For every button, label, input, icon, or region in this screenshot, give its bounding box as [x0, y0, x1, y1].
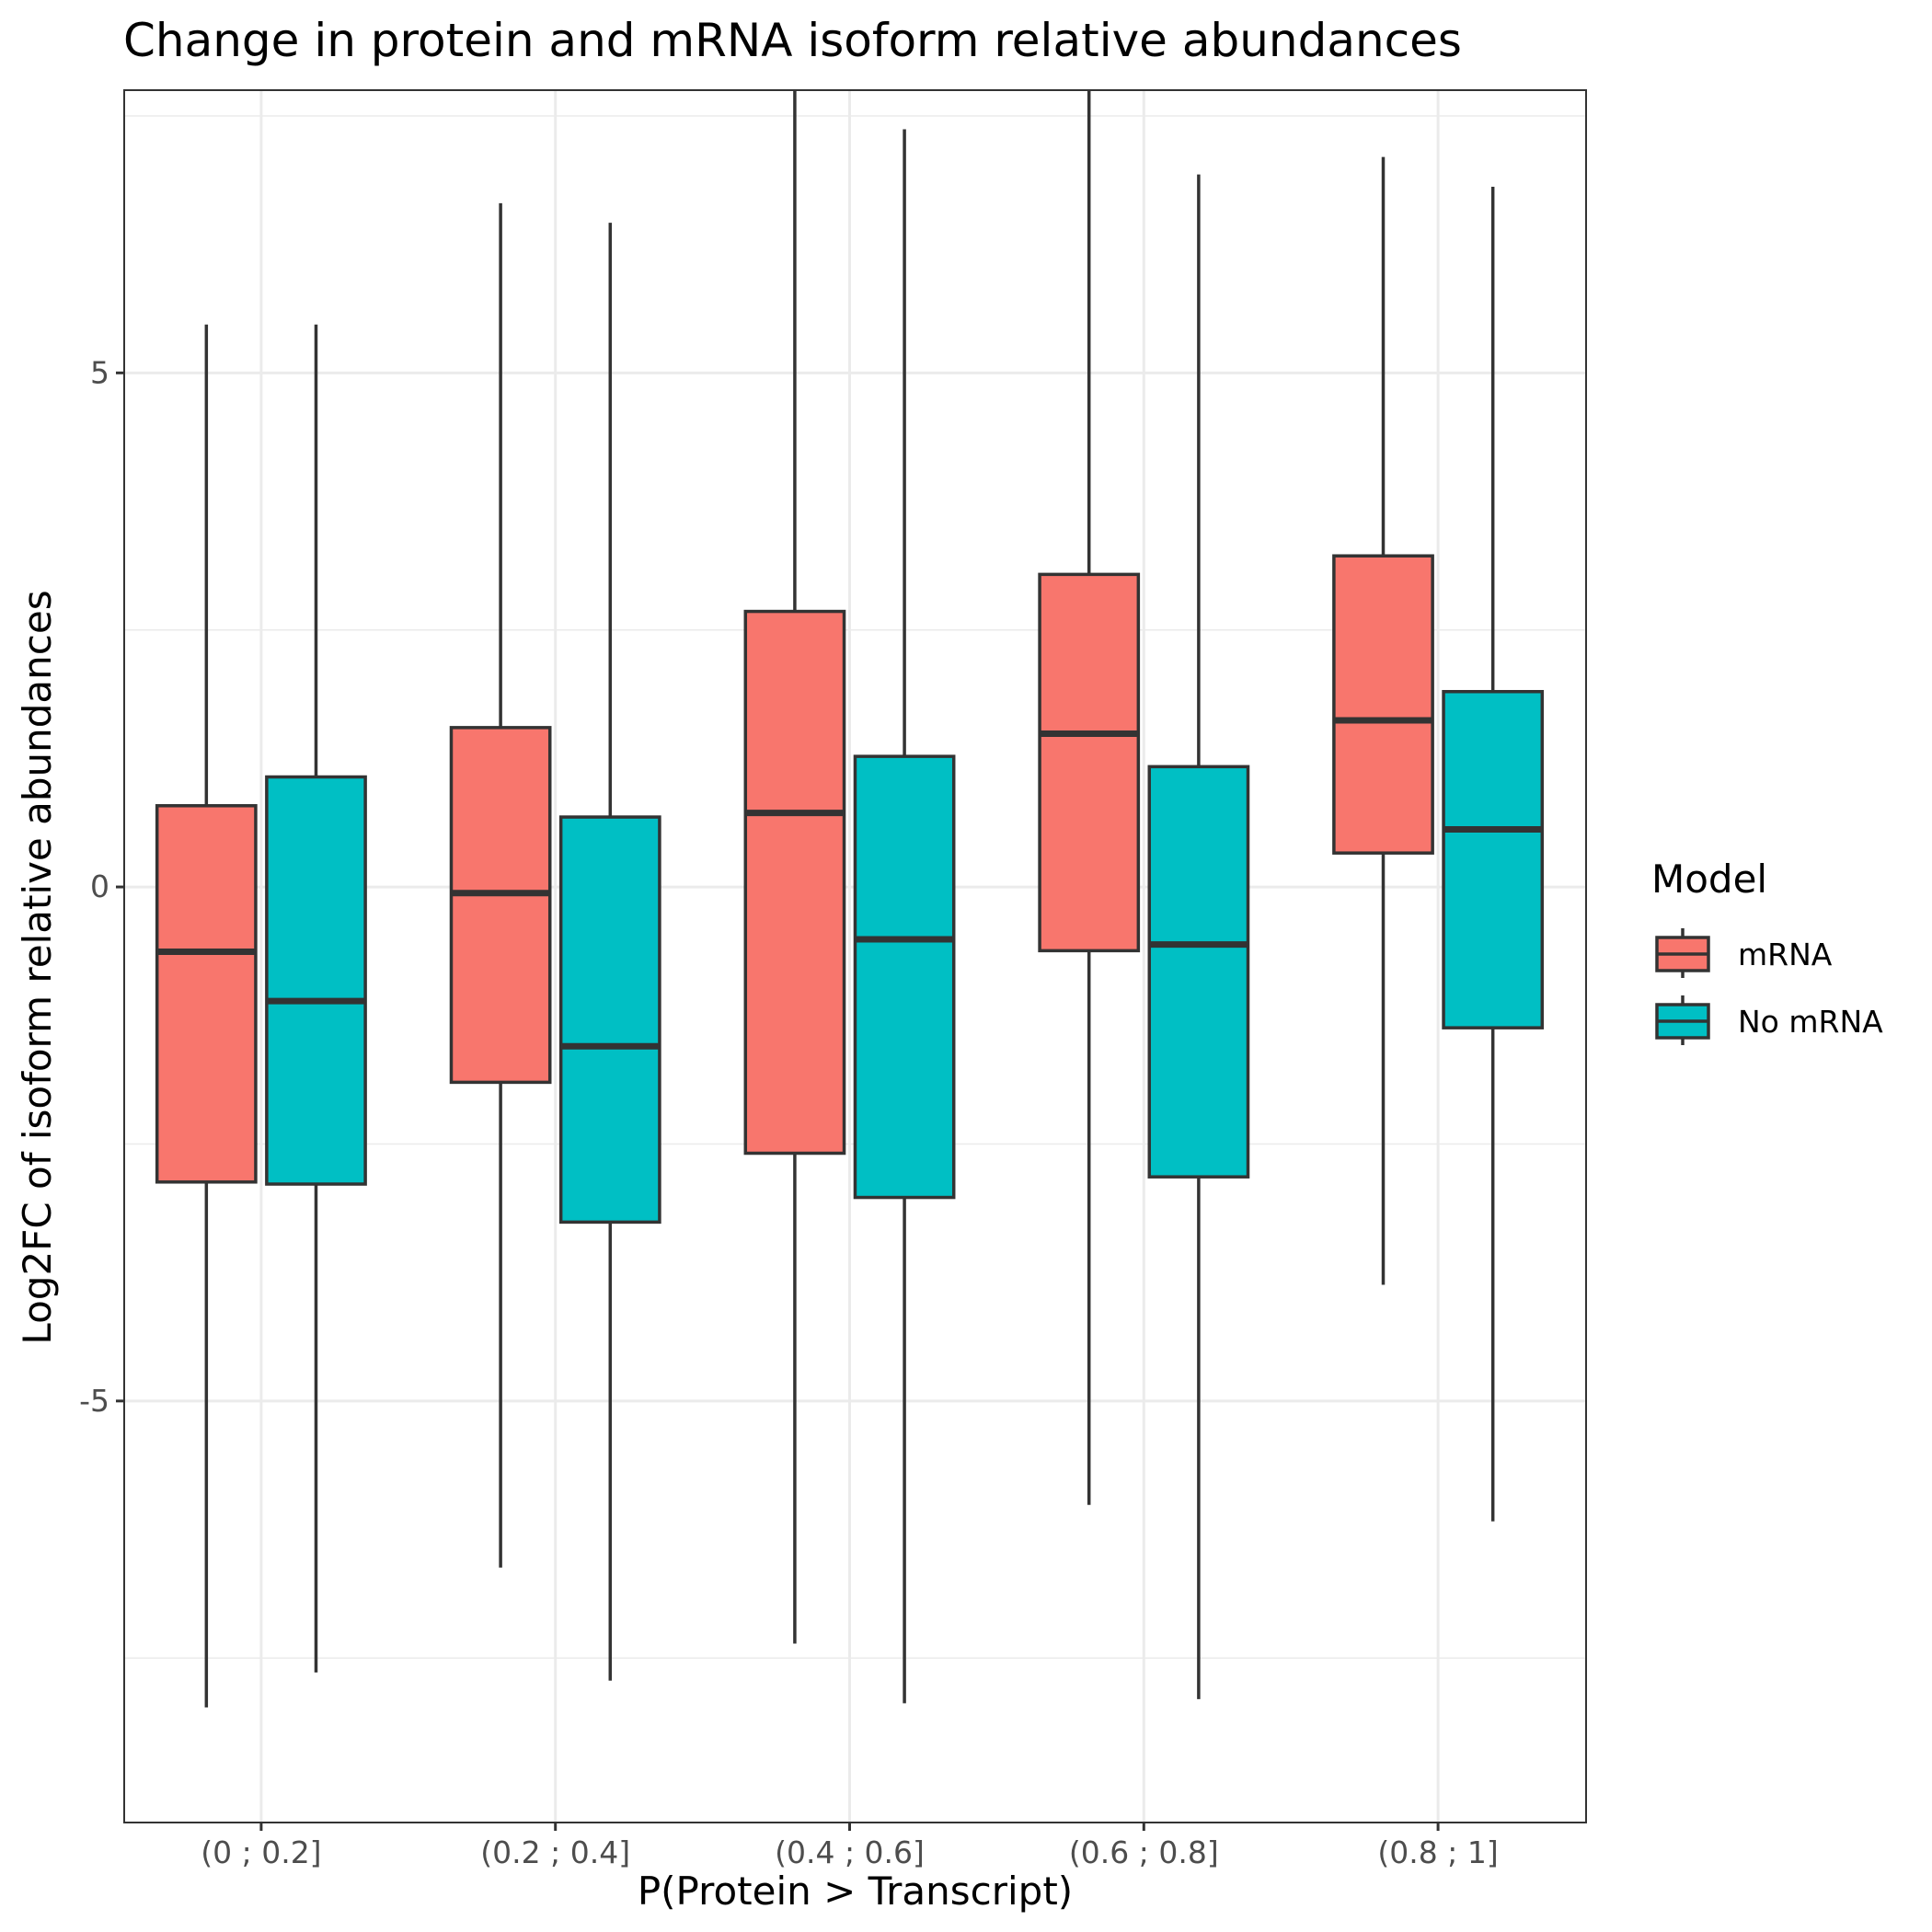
- boxplot-no-mrna: [1147, 174, 1250, 1699]
- legend-label: mRNA: [1738, 937, 1833, 972]
- x-tick-label: (0.6 ; 0.8]: [1069, 1834, 1219, 1870]
- box-layer: [155, 90, 1545, 1708]
- iqr-box: [853, 754, 956, 1200]
- chart-title: Change in protein and mRNA isoform relat…: [123, 14, 1462, 67]
- iqr-box: [265, 775, 367, 1186]
- boxplot-no-mrna: [265, 324, 367, 1673]
- legend-title: Model: [1651, 857, 1767, 902]
- y-tick-label: -5: [79, 1383, 109, 1419]
- iqr-box: [558, 815, 661, 1225]
- x-tick-label: (0.2 ; 0.4]: [480, 1834, 630, 1870]
- boxplot-no-mrna: [558, 223, 661, 1681]
- y-tick-label: 5: [90, 354, 109, 390]
- x-tick-label: (0 ; 0.2]: [201, 1834, 321, 1870]
- boxplot-mrna: [155, 324, 258, 1708]
- boxplot-mrna: [743, 90, 846, 1644]
- panel-border: [123, 89, 1587, 1823]
- boxplot-no-mrna: [853, 129, 956, 1704]
- y-tick-label: 0: [90, 868, 109, 904]
- iqr-box: [1147, 765, 1250, 1179]
- legend-label: No mRNA: [1738, 1004, 1883, 1040]
- legend-key-mrna: [1655, 928, 1710, 978]
- boxplot-no-mrna: [1442, 187, 1545, 1522]
- y-axis-title: Log2FC of isoform relative abundances: [15, 590, 60, 1344]
- x-tick-label: (0.4 ; 0.6]: [775, 1834, 925, 1870]
- boxplot-mrna: [1332, 156, 1434, 1285]
- legend-key-no-mrna: [1655, 995, 1710, 1045]
- iqr-box: [1332, 554, 1434, 855]
- boxplot-mrna: [1038, 90, 1141, 1505]
- legend: Model mRNA No mRNA: [1651, 857, 1883, 1045]
- iqr-box: [449, 726, 552, 1085]
- axis-layer: 5 0 -5 (0 ; 0.2] (0.2 ; 0.4] (0.4 ; 0.6] (0.6 …: [79, 354, 1499, 1870]
- iqr-box: [743, 609, 846, 1156]
- iqr-box: [1442, 689, 1545, 1029]
- boxplot-mrna: [449, 202, 552, 1568]
- iqr-box: [1038, 572, 1141, 953]
- iqr-box: [155, 804, 258, 1184]
- x-tick-label: (0.8 ; 1]: [1377, 1834, 1498, 1870]
- x-axis-title: P(Protein > Transcript): [638, 1869, 1073, 1914]
